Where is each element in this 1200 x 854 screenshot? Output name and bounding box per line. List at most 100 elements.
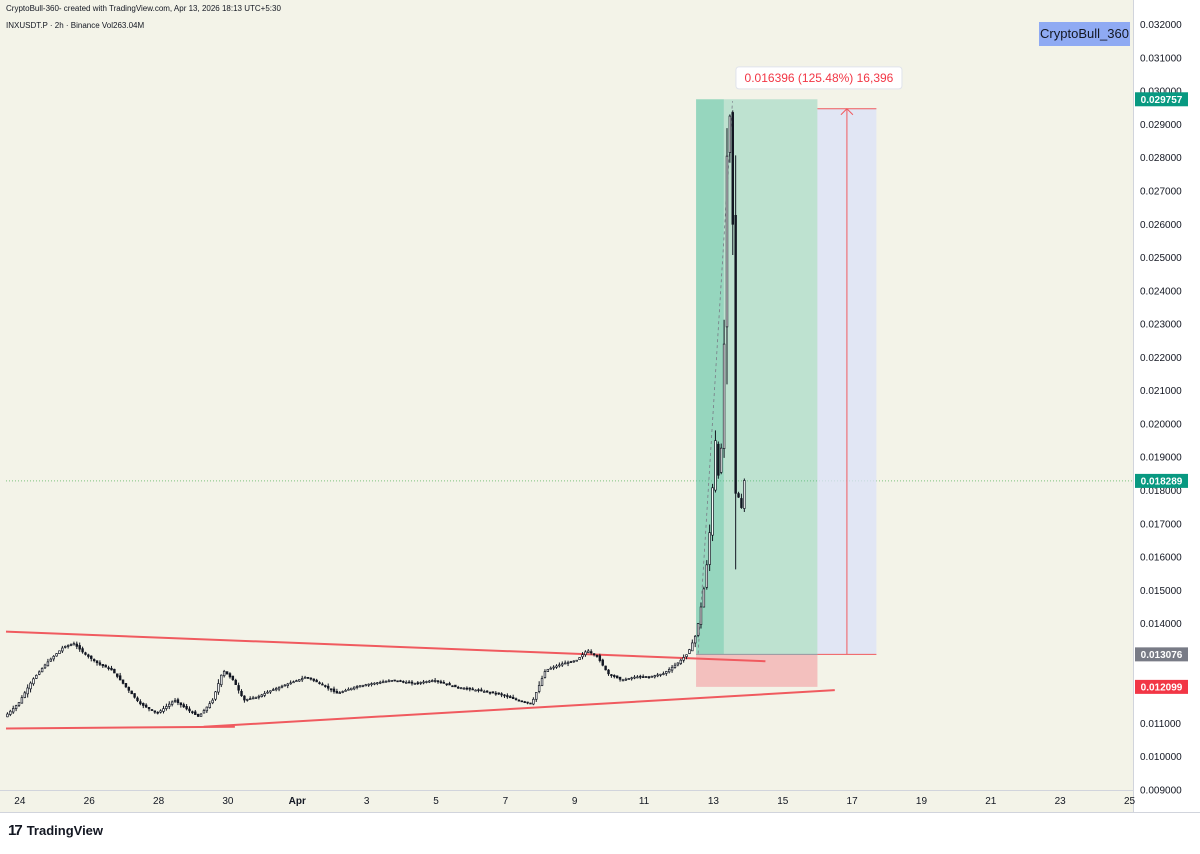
candle-body xyxy=(139,701,142,705)
candle-body xyxy=(679,659,682,664)
candle-body xyxy=(188,708,191,712)
candle-body xyxy=(52,655,55,660)
candle-body xyxy=(688,649,691,654)
candle-body xyxy=(347,688,350,691)
time-tick-label: 21 xyxy=(985,796,997,807)
trendline-lower[interactable] xyxy=(203,689,835,728)
candle-body xyxy=(474,689,477,692)
candle-body xyxy=(153,710,157,713)
candle-body xyxy=(457,686,460,689)
last-price-badge: 0.018289 xyxy=(1141,476,1183,487)
candle-body xyxy=(92,659,96,661)
candle-body xyxy=(693,635,697,644)
candle-body xyxy=(338,692,341,694)
candle-body xyxy=(78,645,81,650)
candle-body xyxy=(650,675,654,678)
candle-body xyxy=(494,692,498,695)
candle-body xyxy=(615,675,619,679)
candle-body xyxy=(425,681,428,683)
symbol-info-line: INXUSDT.P · 2h · Binance Vol263.04M xyxy=(6,21,145,30)
candle-body xyxy=(714,440,717,491)
candle-body xyxy=(743,480,746,509)
price-tick-label: 0.024000 xyxy=(1140,286,1182,297)
price-tick-label: 0.029000 xyxy=(1140,120,1182,131)
time-tick-label: 30 xyxy=(222,796,234,807)
target-price-badge-bg xyxy=(1135,92,1188,107)
candle-body xyxy=(20,697,24,704)
candle-body xyxy=(644,676,648,678)
candle-body xyxy=(272,689,275,691)
profit-target-zone[interactable] xyxy=(696,99,818,655)
candle-body xyxy=(104,664,107,668)
candle-body xyxy=(130,690,133,695)
tradingview-logo[interactable]: 17 TradingView xyxy=(8,822,103,839)
candle-body xyxy=(40,668,44,673)
candle-body xyxy=(422,681,425,684)
candle-body xyxy=(740,498,743,508)
candle-body xyxy=(228,673,232,678)
time-tick-label: 26 xyxy=(84,796,96,807)
author-watermark: CryptoBull_360 xyxy=(1039,22,1130,46)
candle-body xyxy=(90,655,93,659)
candle-body xyxy=(144,704,148,708)
candle-body xyxy=(318,682,321,685)
candle-body xyxy=(124,683,128,688)
candle-body xyxy=(708,532,711,565)
candle-body xyxy=(589,651,593,654)
candle-body xyxy=(451,685,454,688)
candle-body xyxy=(49,658,53,662)
candle-body xyxy=(734,214,737,494)
candle-body xyxy=(725,155,729,328)
price-tick-label: 0.014000 xyxy=(1140,619,1182,630)
candle-body xyxy=(191,711,194,714)
candle-body xyxy=(618,676,622,680)
candle-body xyxy=(673,664,677,668)
price-tick-label: 0.028000 xyxy=(1140,153,1182,164)
candle-body xyxy=(58,650,61,655)
candle-body xyxy=(722,343,726,449)
candle-body xyxy=(17,702,21,706)
plot-area[interactable] xyxy=(0,0,1133,812)
candle-body xyxy=(399,680,402,682)
trendline-upper[interactable] xyxy=(5,630,766,663)
candle-body xyxy=(462,687,466,690)
trendline-lower-flat[interactable] xyxy=(5,725,235,730)
price-axis[interactable]: 0.032000 0.031000 0.030000 0.029000 0.028000… xyxy=(1135,20,1188,797)
price-tick-label: 0.015000 xyxy=(1140,586,1182,597)
candle-body xyxy=(225,671,229,675)
time-tick-label: 15 xyxy=(777,796,789,807)
candle-body xyxy=(303,676,307,679)
candle-body xyxy=(676,662,680,666)
candle-body xyxy=(350,687,353,691)
candle-body xyxy=(367,683,370,686)
candle-body xyxy=(208,703,211,708)
candle-body xyxy=(503,694,506,697)
time-axis[interactable]: 24 26 28 30 Apr 3 5 7 9 11 13 15 17 19 21 23 25 xyxy=(14,796,1135,807)
candle-body xyxy=(220,674,223,686)
candle-body xyxy=(43,664,47,669)
price-tick-label: 0.021000 xyxy=(1140,386,1182,397)
candle-body xyxy=(500,693,503,696)
candle-body xyxy=(133,693,136,698)
candle-body xyxy=(471,688,474,691)
candle-body xyxy=(558,664,561,667)
candle-body xyxy=(196,713,200,717)
candle-body xyxy=(387,680,391,683)
candle-body xyxy=(624,678,628,681)
candle-body xyxy=(607,669,610,675)
time-tick-label: 24 xyxy=(14,796,26,807)
price-tick-label: 0.017000 xyxy=(1140,519,1182,530)
price-tick-label: 0.009000 xyxy=(1140,786,1182,797)
time-tick-label: 17 xyxy=(847,796,859,807)
candle-body xyxy=(87,654,90,657)
candle-body xyxy=(549,667,552,670)
candle-body xyxy=(14,705,18,709)
price-range-arrow-head xyxy=(840,108,854,116)
candle-body xyxy=(136,697,139,702)
candle-body xyxy=(211,699,214,704)
candle-body xyxy=(12,708,15,713)
candle-body xyxy=(390,680,393,682)
candle-body xyxy=(306,677,310,679)
